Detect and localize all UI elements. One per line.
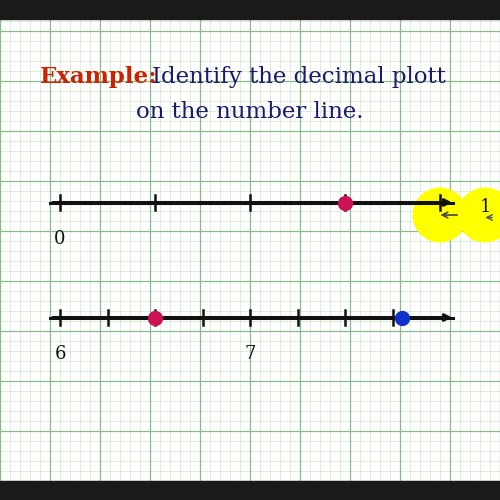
Circle shape bbox=[458, 188, 500, 242]
Text: 1: 1 bbox=[479, 198, 491, 216]
Text: 0: 0 bbox=[54, 230, 66, 248]
Text: on the number line.: on the number line. bbox=[136, 102, 364, 124]
Circle shape bbox=[412, 188, 468, 242]
Point bbox=[398, 314, 406, 322]
Text: Example:: Example: bbox=[40, 66, 158, 88]
Text: 6: 6 bbox=[54, 345, 66, 363]
Point bbox=[151, 314, 159, 322]
Point bbox=[341, 198, 349, 206]
Text: 7: 7 bbox=[244, 345, 256, 363]
Text: Identify the decimal plott: Identify the decimal plott bbox=[152, 66, 447, 88]
